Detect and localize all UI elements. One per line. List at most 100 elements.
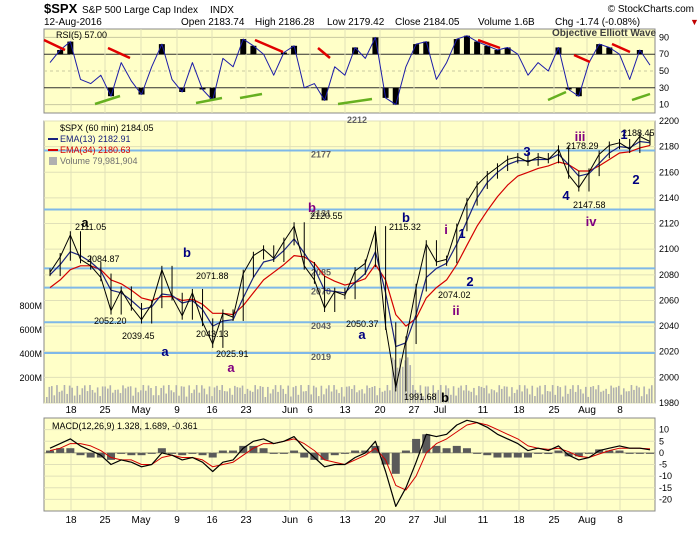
x-tick-label-bottom: 16 bbox=[206, 515, 218, 526]
volume-bar bbox=[442, 393, 445, 403]
price-annotation-2050-37: 2050.37 bbox=[346, 319, 379, 329]
volume-bar bbox=[256, 389, 259, 403]
volume-bar bbox=[381, 391, 384, 403]
volume-bar bbox=[546, 391, 549, 403]
volume-bar bbox=[488, 393, 490, 403]
volume-bar bbox=[462, 390, 465, 403]
x-tick-label-bottom: 18 bbox=[65, 515, 77, 526]
rsi-red-trendline bbox=[611, 42, 631, 54]
volume-bar bbox=[432, 385, 435, 403]
change-down-arrow-icon: ▼ bbox=[690, 17, 699, 27]
volume-bar bbox=[470, 391, 473, 403]
price-annotation-2052-20: 2052.20 bbox=[94, 316, 127, 326]
x-tick-label-bottom: 23 bbox=[240, 515, 252, 526]
volume-bar bbox=[310, 394, 313, 403]
macd-histogram-bar bbox=[290, 450, 299, 453]
rsi-y-tick: 10 bbox=[659, 100, 669, 110]
macd-y-tick: -5 bbox=[659, 460, 667, 470]
volume-bar bbox=[561, 396, 564, 403]
volume-bar bbox=[305, 391, 307, 403]
volume-bar bbox=[386, 385, 389, 403]
volume-bar bbox=[71, 387, 73, 403]
volume-bar bbox=[51, 386, 53, 403]
rsi-overbought-fill bbox=[463, 35, 470, 55]
rsi-overbought-fill bbox=[494, 50, 501, 55]
volume-bar bbox=[208, 386, 211, 403]
macd-histogram-bar bbox=[198, 452, 207, 456]
x-tick-label-top: 8 bbox=[617, 405, 623, 416]
macd-y-tick: 5 bbox=[659, 436, 664, 446]
macd-histogram-bar bbox=[401, 450, 410, 453]
macd-histogram-bar bbox=[523, 452, 532, 458]
volume-bar bbox=[544, 385, 546, 403]
volume-bar bbox=[452, 386, 455, 403]
volume-bar bbox=[201, 385, 203, 403]
volume-bar bbox=[366, 385, 368, 403]
macd-histogram-bar bbox=[381, 452, 390, 465]
volume-bar bbox=[399, 358, 401, 403]
volume-bar bbox=[216, 385, 218, 403]
rsi-red-trendline bbox=[477, 38, 501, 50]
volume-bar bbox=[183, 386, 185, 403]
volume-bar bbox=[396, 367, 399, 403]
volume-bar bbox=[439, 385, 442, 403]
macd-label: MACD(12,26,9) 1.328, 1.689, -0.361 bbox=[52, 421, 198, 431]
volume-bar bbox=[96, 387, 99, 403]
wave-label-ii: ii bbox=[452, 303, 459, 318]
volume-bar bbox=[165, 393, 167, 403]
volume-bar bbox=[320, 385, 323, 403]
volume-bar bbox=[447, 388, 450, 403]
volume-bar bbox=[358, 390, 361, 403]
macd-histogram-bar bbox=[117, 452, 126, 454]
rsi-overbought-fill bbox=[67, 41, 74, 55]
volume-bar bbox=[279, 385, 282, 403]
volume-bar bbox=[605, 388, 607, 403]
volume-bar bbox=[534, 396, 536, 403]
volume-bar bbox=[122, 385, 124, 403]
x-tick-label-bottom: 25 bbox=[99, 515, 111, 526]
volume-bar bbox=[244, 393, 246, 403]
macd-histogram-bar bbox=[473, 452, 482, 454]
volume-bar bbox=[206, 394, 208, 403]
price-legend-ema34: EMA(34) 2180.63 bbox=[60, 145, 131, 155]
volume-bar bbox=[551, 385, 554, 403]
volume-bar bbox=[620, 394, 623, 403]
volume-bar bbox=[635, 385, 638, 403]
volume-bar bbox=[241, 385, 244, 403]
volume-bar bbox=[478, 386, 480, 403]
volume-bar bbox=[414, 389, 417, 403]
volume-bar bbox=[317, 396, 320, 403]
volume-bar bbox=[147, 385, 150, 403]
volume-bar bbox=[218, 389, 221, 403]
volume-bar bbox=[389, 390, 391, 403]
volume-bar bbox=[640, 396, 643, 403]
volume-bar bbox=[185, 396, 188, 403]
x-tick-label-bottom: Jun bbox=[282, 515, 298, 526]
x-tick-label-bottom: 13 bbox=[339, 515, 351, 526]
x-tick-label-top: Jun bbox=[282, 405, 298, 416]
volume-bar bbox=[211, 396, 213, 403]
macd-histogram-bar bbox=[46, 450, 54, 453]
price-annotation-2147-58: 2147.58 bbox=[573, 200, 606, 210]
objective-elliott-wave-label: Objective Elliott Wave bbox=[552, 28, 657, 39]
volume-bar bbox=[531, 385, 534, 403]
volume-bar bbox=[651, 385, 653, 403]
volume-bar bbox=[612, 387, 615, 403]
macd-histogram-bar bbox=[229, 450, 238, 453]
rsi-overbought-fill bbox=[504, 47, 511, 55]
volume-bar bbox=[193, 389, 195, 403]
volume-bar bbox=[328, 385, 330, 403]
price-annotation-2111-05: 2111.05 bbox=[75, 222, 106, 232]
x-tick-label-top: Jul bbox=[434, 405, 447, 416]
volume-bar bbox=[107, 388, 109, 403]
volume-bar bbox=[330, 391, 333, 403]
price-annotation-1991-68: 1991.68 bbox=[404, 392, 437, 402]
volume-bar bbox=[348, 386, 351, 403]
volume-bar bbox=[422, 396, 424, 403]
volume-bar bbox=[554, 394, 557, 403]
x-tick-label-bottom: May bbox=[132, 515, 151, 526]
rsi-green-trendline bbox=[547, 90, 567, 102]
header-date: 12-Aug-2016 bbox=[44, 17, 102, 28]
rsi-red-trendline bbox=[254, 38, 284, 54]
volume-bar bbox=[401, 366, 404, 403]
